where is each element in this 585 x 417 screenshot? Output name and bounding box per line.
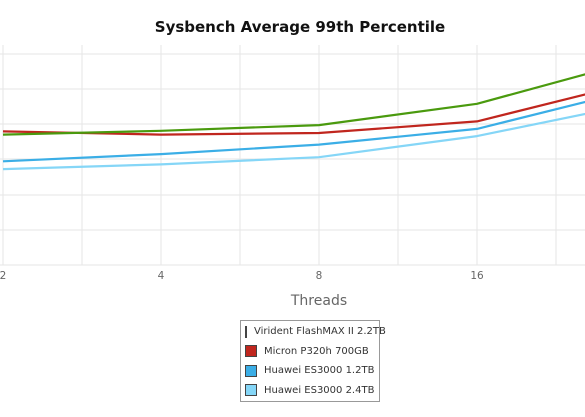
x-tick-label: 8 — [316, 270, 323, 282]
legend-item[interactable]: Huawei ES3000 2.4TB — [241, 381, 379, 401]
x-axis-label: Threads — [290, 293, 347, 309]
series-line-huawei-es3000-2-4tb — [2, 112, 585, 171]
x-tick-label: 16 — [470, 270, 484, 282]
series-line-micron-p320h-700gb — [2, 93, 585, 136]
x-tick-labels: 2 4 8 16 — [0, 270, 484, 282]
legend-swatch — [245, 364, 257, 377]
series-line-virident-flashmax-ii-2-2tb — [2, 73, 585, 136]
series-line-huawei-es3000-1-2tb — [2, 100, 585, 163]
legend-label: Virident FlashMAX II 2.2TB — [254, 326, 386, 338]
legend-label: Huawei ES3000 1.2TB — [264, 365, 375, 377]
grid — [0, 45, 585, 266]
x-tick-label: 4 — [158, 270, 165, 282]
legend-item[interactable]: Micron P320h 700GB — [241, 342, 379, 362]
legend-label: Micron P320h 700GB — [264, 345, 369, 357]
legend-item[interactable]: Huawei ES3000 1.2TB — [241, 361, 379, 381]
legend-swatch — [245, 325, 247, 338]
x-tick-label: 2 — [0, 270, 6, 282]
legend-label: Huawei ES3000 2.4TB — [264, 384, 375, 396]
legend-item[interactable]: Virident FlashMAX II 2.2TB — [241, 322, 386, 342]
legend: Virident FlashMAX II 2.2TB Micron P320h 7… — [240, 320, 386, 402]
legend-swatch — [245, 345, 257, 358]
legend-swatch — [245, 384, 257, 397]
chart-title: Sysbench Average 99th Percentile — [154, 18, 446, 36]
series-lines — [2, 73, 585, 171]
